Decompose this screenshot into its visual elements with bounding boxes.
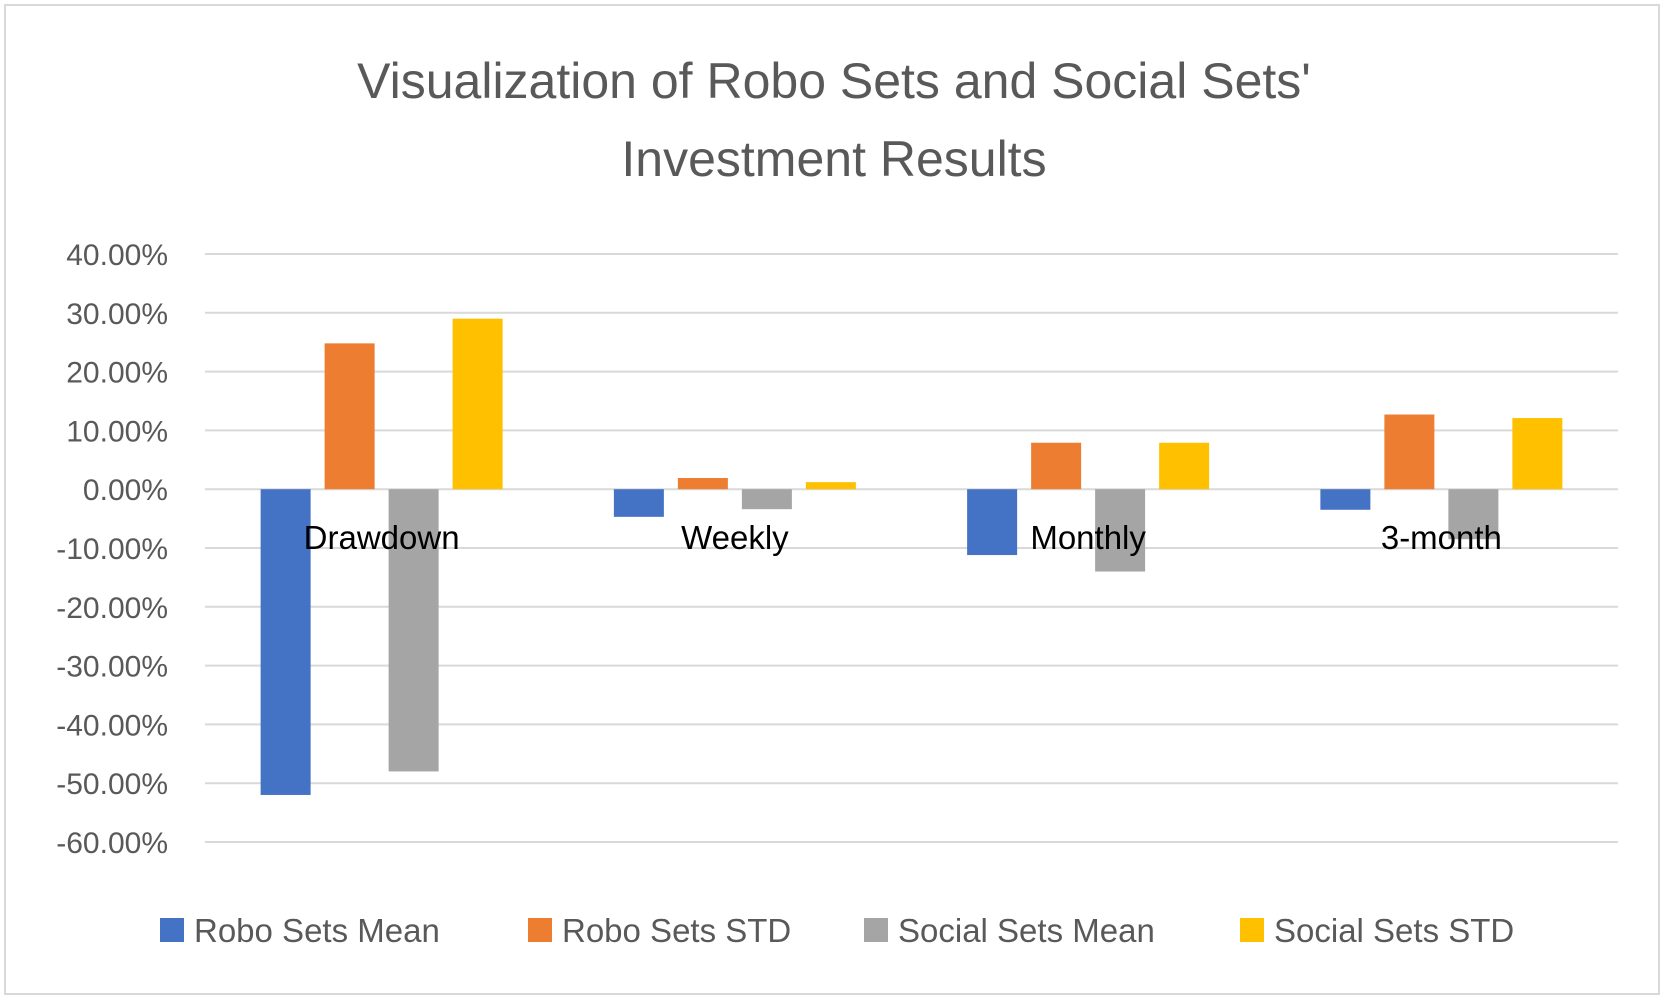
legend: Robo Sets Mean Robo Sets STD Social Sets M…	[160, 912, 1514, 949]
bar-social-sets-mean	[1448, 489, 1499, 540]
y-tick-label: -10.00%	[56, 533, 168, 566]
y-tick-label: -30.00%	[56, 651, 168, 684]
category-labels: Drawdown Weekly Monthly 3-month	[304, 519, 1502, 556]
bar-social-sets-mean	[741, 489, 792, 510]
y-axis-tick-labels: 40.00% 30.00% 20.00% 10.00% 0.00% -10.00% -20.…	[56, 239, 168, 860]
gridlines	[205, 253, 1618, 843]
category-label: Weekly	[681, 519, 789, 556]
legend-swatch	[160, 918, 184, 942]
bar-robo-sets-mean	[1320, 489, 1371, 510]
legend-label: Social Sets Mean	[898, 912, 1155, 949]
y-tick-label: 0.00%	[83, 474, 168, 507]
chart-title: Visualization of Robo Sets and Social Se…	[357, 53, 1311, 187]
y-tick-label: 20.00%	[66, 357, 168, 390]
category-label: Drawdown	[304, 519, 460, 556]
bar-social-sets-std	[1159, 442, 1210, 490]
y-tick-label: -20.00%	[56, 592, 168, 625]
bar-social-sets-mean	[1095, 489, 1146, 572]
y-tick-label: -40.00%	[56, 709, 168, 742]
bar-robo-sets-mean	[613, 489, 664, 517]
y-tick-label: -60.00%	[56, 827, 168, 860]
bar-robo-sets-mean	[260, 489, 311, 795]
legend-swatch	[528, 918, 552, 942]
chart-title-line-1: Visualization of Robo Sets and Social Se…	[357, 53, 1311, 109]
chart-title-line-2: Investment Results	[621, 131, 1046, 187]
bars	[260, 318, 1563, 795]
legend-swatch	[1240, 918, 1264, 942]
y-tick-label: 30.00%	[66, 298, 168, 331]
legend-label: Robo Sets Mean	[194, 912, 440, 949]
y-tick-label: 40.00%	[66, 239, 168, 272]
bar-robo-sets-std	[1384, 414, 1435, 490]
bar-social-sets-std	[1512, 418, 1563, 490]
bar-robo-sets-std	[677, 478, 728, 490]
y-tick-label: 10.00%	[66, 415, 168, 448]
bar-robo-sets-std	[1031, 442, 1082, 490]
bar-social-sets-std	[805, 482, 856, 490]
y-tick-label: -50.00%	[56, 768, 168, 801]
category-label: Monthly	[1030, 519, 1146, 556]
bar-social-sets-std	[452, 318, 503, 490]
bar-social-sets-mean	[388, 489, 439, 772]
category-label: 3-month	[1381, 519, 1502, 556]
legend-label: Social Sets STD	[1274, 912, 1514, 949]
bar-robo-sets-std	[324, 343, 375, 490]
legend-label: Robo Sets STD	[562, 912, 791, 949]
bar-robo-sets-mean	[967, 489, 1018, 556]
legend-swatch	[864, 918, 888, 942]
